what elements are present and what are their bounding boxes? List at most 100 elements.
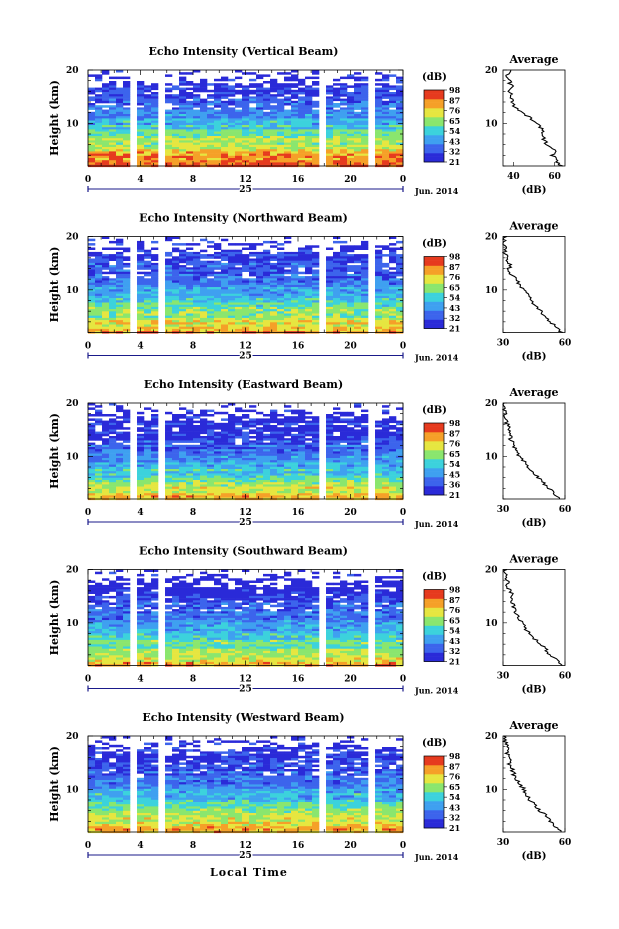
heatmap-cell [102, 160, 110, 163]
heatmap-cell [214, 87, 222, 91]
heatmap-cell [375, 260, 383, 264]
heatmap-cell [235, 488, 243, 492]
heatmap-cell [270, 484, 278, 487]
heatmap-cell [88, 407, 96, 410]
heatmap-cell [298, 453, 306, 457]
heatmap-cell [333, 315, 341, 319]
heatmap-cell [193, 140, 201, 143]
heatmap-cell [144, 142, 152, 146]
heatmap-cell [123, 328, 131, 332]
heatmap-cell [347, 451, 355, 454]
heatmap-cell [382, 451, 390, 454]
heatmap-cell [389, 155, 397, 159]
heatmap-cell [228, 111, 236, 115]
heatmap-cell [347, 256, 355, 259]
heatmap-cell [326, 260, 334, 264]
heatmap-cell [375, 495, 383, 498]
heatmap-cell [193, 436, 201, 439]
heatmap-cell [291, 416, 299, 419]
heatmap-cell [151, 291, 159, 294]
heatmap-cell [375, 460, 383, 463]
heatmap-cell [88, 320, 96, 323]
heatmap-cell [228, 120, 236, 124]
heatmap-cell [200, 269, 208, 272]
heatmap-cell [207, 444, 215, 448]
heatmap-cell [200, 471, 208, 474]
heatmap-cell [326, 491, 334, 494]
heatmap-cell [354, 131, 362, 135]
heatmap-cell [200, 87, 208, 91]
heatmap-cell [305, 458, 313, 461]
heatmap-cell [228, 462, 236, 465]
heatmap-cell [389, 309, 397, 312]
heatmap-cell [95, 131, 103, 135]
heatmap-cell [382, 158, 390, 161]
heatmap-cell [144, 127, 152, 130]
heatmap-cell [312, 287, 320, 290]
heatmap-cell [277, 418, 285, 421]
heatmap-cell [312, 317, 320, 321]
heatmap-cell [284, 140, 292, 143]
heatmap-cell [291, 105, 299, 108]
heatmap-cell [312, 131, 320, 135]
heatmap-cell [221, 469, 229, 472]
heatmap-cell [151, 158, 159, 161]
heatmap-cell [95, 469, 103, 472]
heatmap-cell [193, 493, 201, 496]
heatmap-cell [354, 458, 362, 461]
heatmap-cell [214, 256, 222, 259]
heatmap-cell [375, 420, 383, 424]
heatmap-cell [361, 458, 369, 461]
heatmap-cell [193, 100, 201, 104]
heatmap-cell [284, 129, 292, 132]
heatmap-cell [389, 484, 397, 487]
heatmap-cell [102, 458, 110, 461]
heatmap-cell [165, 451, 173, 454]
heatmap-cell [270, 482, 278, 485]
heatmap-cell [123, 116, 131, 119]
heatmap-cell [88, 149, 96, 152]
heatmap-cell [382, 87, 390, 91]
heatmap-cell [88, 289, 96, 292]
heatmap-cell [214, 282, 222, 286]
heatmap-cell [361, 449, 369, 452]
heatmap-cell [102, 258, 110, 261]
heatmap-cell [102, 444, 110, 448]
heatmap-cell [144, 471, 152, 474]
heatmap-cell [375, 313, 383, 316]
heatmap-cell [291, 122, 299, 126]
heatmap-cell [284, 87, 292, 91]
heatmap-cell [291, 449, 299, 452]
heatmap-cell [291, 160, 299, 163]
heatmap-cell [284, 92, 292, 95]
heatmap-cell [235, 475, 243, 479]
heatmap-cell [291, 418, 299, 421]
heatmap-cell [228, 471, 236, 474]
heatmap-cell [186, 447, 194, 450]
heatmap-cell [256, 96, 264, 99]
heatmap-cell [102, 462, 110, 465]
heatmap-cell [249, 425, 257, 428]
heatmap-cell [396, 422, 404, 426]
heatmap-cell [256, 136, 264, 139]
heatmap-cell [249, 458, 257, 461]
heatmap-cell [277, 265, 285, 268]
heatmap-cell [389, 482, 397, 485]
heatmap-cell [354, 447, 362, 450]
heatmap-cell [123, 466, 131, 470]
heatmap-cell [151, 276, 159, 279]
heatmap-cell [354, 280, 362, 283]
heatmap-cell [396, 480, 404, 483]
heatmap-cell [151, 422, 159, 426]
heatmap-cell [291, 287, 299, 290]
heatmap-cell [123, 120, 131, 124]
heatmap-cell [333, 328, 341, 332]
heatmap-cell [298, 493, 306, 496]
heatmap-cell [382, 111, 390, 115]
heatmap-cell [333, 111, 341, 115]
heatmap-cell [326, 258, 334, 261]
heatmap-cell [263, 464, 271, 468]
heatmap-cell [277, 100, 285, 104]
heatmap-cell [277, 482, 285, 485]
heatmap-cell [235, 127, 243, 130]
